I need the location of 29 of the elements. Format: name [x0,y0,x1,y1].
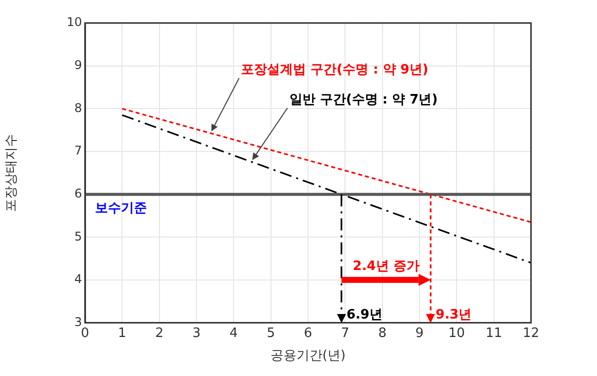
x-tick-label: 3 [192,326,201,341]
ref-line-label: 9.3년 [436,308,472,323]
y-tick-label: 7 [74,144,82,158]
y-tick-label: 3 [74,314,82,329]
ref-line-label: 6.9년 [346,308,382,323]
text: 포장설계법 구간(수명 : 약 9년) [241,62,428,78]
y-tick-label: 10 [66,15,82,30]
x-tick-label: 0 [80,326,90,341]
x-tick-label: 12 [522,326,540,341]
y-tick-label: 5 [74,229,82,244]
y-tick-label: 6 [74,186,82,200]
x-axis-title: 공용기간(년) [270,348,346,364]
y-axis-title: 포장상태지수 [4,134,20,212]
x-tick-label: 4 [230,326,238,341]
x-tick-label: 8 [378,326,386,341]
x-tick-label: 9 [415,326,424,341]
text: 일반 구간(수명 : 약 7년) [289,92,438,108]
x-tick-label: 10 [448,326,465,341]
x-tick-label: 7 [341,326,350,341]
x-tick-label: 11 [486,326,502,341]
x-tick-label: 5 [266,326,275,341]
y-tick-label: 4 [74,272,82,286]
y-tick-label: 9 [74,58,82,72]
annotation: 2.4년 증가 [352,258,420,274]
y-tick-label: 8 [74,100,82,115]
x-tick-label: 6 [304,326,312,341]
x-tick-label: 2 [155,326,164,341]
ref-line-label: 보수기준 [95,201,147,216]
x-tick-label: 1 [118,326,126,341]
